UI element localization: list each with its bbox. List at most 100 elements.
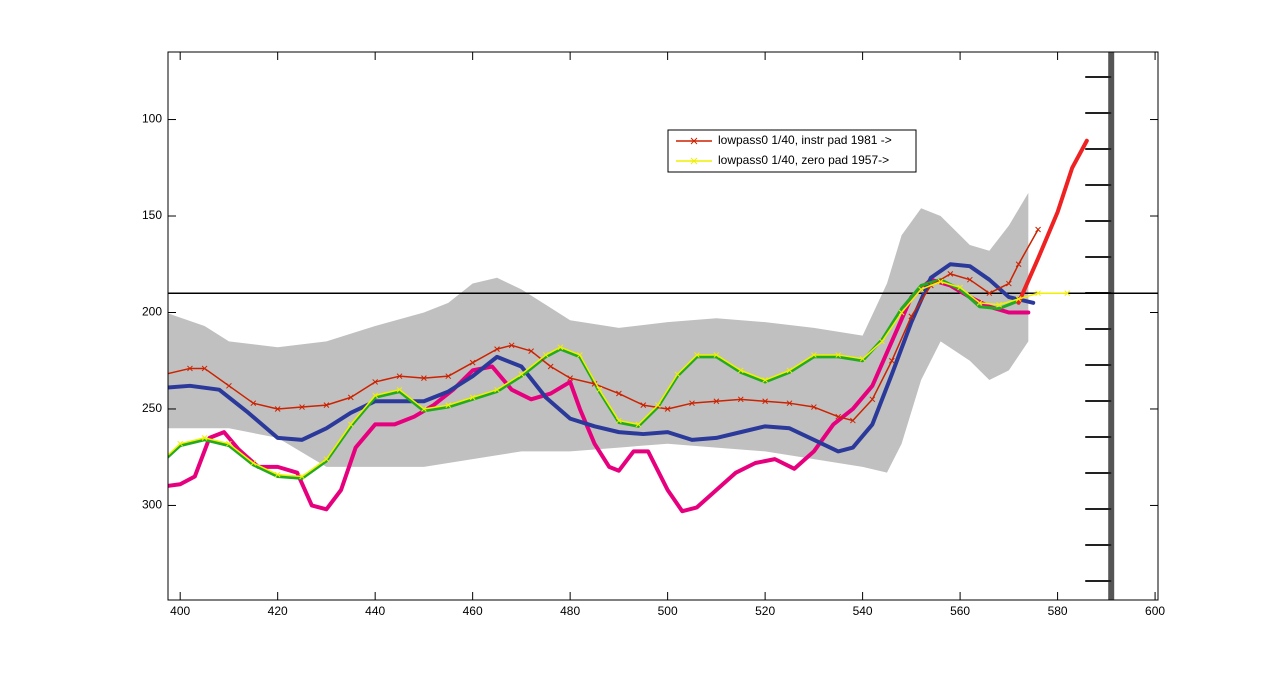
series-marker (421, 406, 427, 412)
y-tick-label: 150 (142, 208, 162, 222)
series-marker (299, 473, 305, 480)
series-marker (1064, 290, 1071, 297)
series-marker (274, 471, 281, 478)
series-marker (640, 402, 647, 408)
series-marker (226, 440, 232, 447)
series-marker (577, 352, 583, 358)
axes-box (167, 51, 1159, 601)
series-marker (250, 400, 257, 407)
x-tick-label: 540 (853, 604, 873, 618)
series-marker (674, 371, 681, 378)
series-marker (299, 404, 305, 410)
series-marker (557, 344, 564, 351)
series-marker (762, 398, 768, 405)
series-marker (762, 377, 768, 383)
series-marker (372, 379, 379, 385)
legend-label: lowpass0 1/40, zero pad 1957-> (718, 153, 889, 167)
series-marker (274, 406, 281, 412)
y-tick-label: 100 (142, 112, 162, 126)
series-marker (957, 284, 963, 291)
series-marker (713, 398, 720, 405)
y-tick-label: 200 (142, 305, 162, 319)
x-tick-label: 500 (658, 604, 678, 618)
series-marker (1035, 290, 1041, 297)
series-marker (737, 367, 744, 374)
series-marker (596, 386, 603, 393)
series-marker (737, 396, 744, 403)
series-marker (908, 313, 915, 320)
series-marker (898, 309, 905, 316)
series-marker (396, 373, 403, 380)
series-marker (616, 417, 622, 424)
series-marker (786, 367, 793, 374)
legend-marker (690, 157, 698, 165)
series-marker (947, 271, 954, 277)
series-marker (694, 352, 700, 358)
series-marker (937, 278, 944, 285)
series-marker (1015, 261, 1022, 268)
series-marker (528, 348, 534, 354)
series-marker (547, 363, 554, 370)
legend-label: lowpass0 1/40, instr pad 1981 -> (718, 133, 892, 147)
series-marker (421, 375, 427, 381)
series-marker (1005, 280, 1012, 287)
series-marker (996, 301, 1002, 308)
x-tick-label: 480 (560, 604, 580, 618)
series-marker (1035, 226, 1041, 233)
series-marker (986, 290, 993, 297)
series-marker (250, 460, 257, 466)
y-tick-label: 250 (142, 401, 162, 415)
series-marker (323, 402, 330, 408)
series-marker (347, 421, 354, 428)
series-marker (811, 352, 817, 358)
series-line (168, 262, 1036, 454)
series-marker (689, 400, 695, 407)
series-marker (655, 402, 661, 408)
series-marker (786, 400, 793, 407)
series-line (168, 280, 1069, 478)
x-tick-label: 560 (950, 604, 970, 618)
x-tick-label: 520 (755, 604, 775, 618)
series-marker (713, 352, 720, 358)
legend-box (667, 129, 917, 173)
series-marker (177, 440, 184, 447)
series-marker (850, 417, 856, 424)
series-marker (966, 276, 973, 283)
x-tick-label: 420 (268, 604, 288, 618)
plot-area (168, 52, 1158, 600)
series-marker (616, 390, 622, 397)
legend: lowpass0 1/40, instr pad 1981 -> lowpass0… (667, 129, 917, 173)
series-marker (542, 352, 549, 358)
series-marker (323, 456, 330, 462)
series-line (1016, 138, 1089, 305)
series-marker (201, 435, 208, 441)
y-tick-label: 300 (142, 498, 162, 512)
series-marker (494, 386, 500, 393)
series-marker (879, 338, 885, 345)
x-tick-label: 400 (170, 604, 190, 618)
series-marker (591, 381, 598, 387)
series-line (168, 278, 1021, 480)
series-marker (976, 299, 983, 306)
series-marker (508, 342, 515, 349)
series-marker (869, 396, 876, 403)
series-marker (635, 421, 642, 428)
series-marker (187, 365, 193, 372)
series-marker (859, 355, 866, 362)
series-marker (469, 394, 476, 401)
series-marker (226, 382, 232, 389)
series-marker (445, 373, 452, 380)
series-marker (445, 402, 452, 408)
x-tick-label: 440 (365, 604, 385, 618)
x-tick-label: 600 (1145, 604, 1165, 618)
series-marker (835, 352, 842, 358)
series-marker (494, 346, 500, 353)
series-marker (518, 371, 525, 378)
series-marker (567, 375, 573, 381)
legend-marker (690, 137, 698, 145)
axes: 400 420 440 460 480 500 520 540 560 580 600 100 150 2… (142, 52, 1165, 618)
series-marker (347, 394, 354, 401)
series-marker (372, 392, 379, 399)
series-marker (469, 359, 476, 366)
